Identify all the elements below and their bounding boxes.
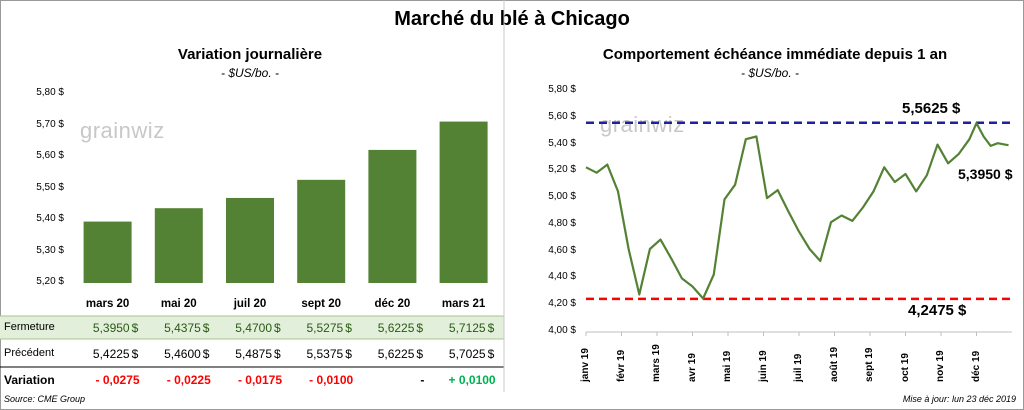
- bar-category-label: déc 20: [374, 298, 411, 310]
- right-chart-title: Comportement échéance immédiate depuis 1…: [602, 46, 948, 63]
- bar-y-tick-label: 5,80 $: [36, 87, 64, 98]
- table-row-close: Fermeture 5,3950 $5,4375 $5,4700 $5,5275 $5,…: [0, 316, 504, 338]
- line-x-tick-label: nov 19: [935, 350, 946, 382]
- line-y-tick-label: 4,00 $: [548, 325, 576, 336]
- prev-value: 5,5375: [306, 347, 344, 361]
- currency-symbol: $: [345, 321, 352, 335]
- change-value: - 0,0175: [237, 373, 282, 387]
- close-value: 5,4700: [235, 321, 272, 335]
- line-y-tick-label: 5,60 $: [548, 110, 576, 122]
- close-row-background: [0, 316, 504, 339]
- prev-value: 5,4875: [235, 347, 272, 361]
- last-value-label: 5,3950 $: [958, 166, 1013, 182]
- table-row-previous: Précédent 5,4225 $5,4600 $5,4875 $5,5375 $5,…: [0, 342, 504, 364]
- currency-symbol: $: [274, 347, 281, 361]
- line-y-tick-label: 5,00 $: [548, 191, 576, 203]
- close-value: 5,3950: [92, 321, 130, 335]
- bar-y-tick-label: 5,20 $: [36, 276, 64, 287]
- bar-mars-21: [439, 121, 488, 283]
- close-row-label: Fermeture: [4, 321, 55, 333]
- line-x-tick-label: févr 19: [615, 349, 627, 382]
- line-x-tick-label: mars 19: [651, 344, 662, 382]
- change-value: - 0,0100: [309, 373, 354, 387]
- right-chart-unit: - $US/bo. -: [740, 66, 800, 80]
- update-note: Mise à jour: lun 23 déc 2019: [902, 394, 1016, 404]
- bar-y-tick-label: 5,30 $: [36, 244, 64, 256]
- line-x-tick-label: oct 19: [899, 353, 911, 382]
- left-chart-unit: - $US/bo. -: [220, 66, 280, 80]
- prev-value: 5,4225: [92, 347, 130, 361]
- line-y-tick-label: 5,20 $: [548, 164, 576, 176]
- bar-mars-20: [83, 221, 132, 283]
- currency-symbol: $: [416, 347, 424, 361]
- source-note: Source: CME Group: [4, 394, 86, 404]
- bar-category-label: juil 20: [233, 298, 267, 310]
- bar-sept-20: [297, 179, 346, 283]
- left-chart-title: Variation journalière: [177, 46, 323, 63]
- currency-symbol: $: [487, 347, 495, 361]
- currency-symbol: $: [345, 347, 352, 361]
- currency-symbol: $: [416, 321, 424, 335]
- bar-juil-20: [226, 197, 274, 283]
- line-y-tick-label: 4,20 $: [548, 298, 576, 310]
- high-value-label: 5,5625 $: [902, 100, 961, 117]
- bar-déc-20: [368, 149, 417, 283]
- table-row-change: Variation - 0,0275 - 0,0225 - 0,0175 - 0,01…: [0, 370, 504, 392]
- currency-symbol: $: [202, 321, 210, 335]
- line-x-tick-label: juil 19: [793, 353, 804, 382]
- low-value-label: 4,2475 $: [908, 302, 967, 319]
- line-x-tick-label: août 19: [828, 346, 840, 382]
- line-x-tick-label: mai 19: [722, 350, 733, 382]
- change-value: -: [420, 373, 425, 387]
- bar-category-label: mars 21: [441, 298, 486, 310]
- line-y-tick-label: 4,60 $: [548, 244, 576, 256]
- change-value: - 0,0275: [95, 373, 140, 387]
- line-x-tick-label: déc 19: [970, 350, 982, 382]
- prev-value: 5,6225: [377, 347, 415, 361]
- prev-value: 5,4600: [164, 347, 201, 361]
- change-value: + 0,0100: [448, 373, 496, 387]
- bar-y-tick-label: 5,70 $: [36, 118, 64, 130]
- line-y-tick-label: 5,40 $: [548, 137, 576, 149]
- price-series-line: [585, 121, 1009, 300]
- left-watermark-logo: grainwiz: [80, 118, 165, 143]
- line-x-tick-label: juin 19: [757, 350, 769, 382]
- close-value: 5,5275: [306, 321, 344, 335]
- close-value: 5,7125: [448, 321, 486, 335]
- currency-symbol: $: [131, 321, 139, 335]
- bar-category-label: mai 20: [160, 298, 197, 310]
- currency-symbol: $: [274, 321, 281, 335]
- line-x-tick-label: avr 19: [686, 353, 698, 382]
- line-y-tick-label: 4,40 $: [548, 271, 576, 283]
- currency-symbol: $: [131, 347, 139, 361]
- bar-y-tick-label: 5,50 $: [36, 181, 64, 193]
- close-value: 5,4375: [164, 321, 201, 335]
- prev-value: 5,7025: [448, 347, 486, 361]
- change-row-label: Variation: [4, 373, 55, 387]
- currency-symbol: $: [202, 347, 210, 361]
- previous-row-label: Précédent: [4, 347, 55, 359]
- bar-mai-20: [154, 208, 203, 283]
- page-title: Marché du blé à Chicago: [394, 8, 630, 30]
- change-value: - 0,0225: [166, 373, 211, 387]
- line-y-tick-label: 4,80 $: [548, 217, 576, 229]
- line-x-tick-label: janv 19: [580, 348, 591, 382]
- close-value: 5,6225: [377, 321, 415, 335]
- bar-y-tick-label: 5,60 $: [36, 150, 64, 161]
- line-y-tick-label: 5,80 $: [548, 84, 576, 95]
- right-watermark-logo: grainwiz: [600, 112, 685, 137]
- bar-category-label: mars 20: [85, 298, 130, 310]
- line-x-tick-label: sept 19: [864, 347, 875, 382]
- bar-category-label: sept 20: [301, 298, 341, 310]
- currency-symbol: $: [487, 321, 495, 335]
- bar-y-tick-label: 5,40 $: [36, 213, 64, 224]
